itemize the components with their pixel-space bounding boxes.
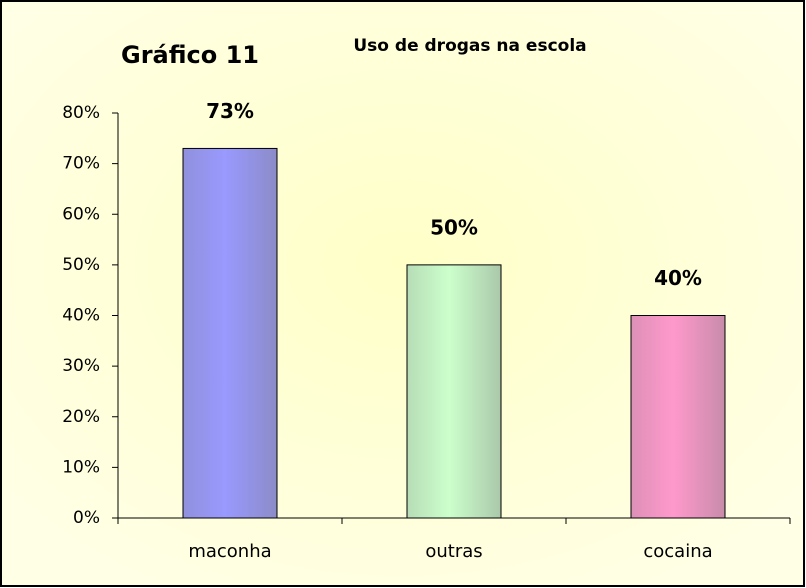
y-tick-label: 80% [62,103,100,123]
bar [406,264,502,519]
y-tick-label: 50% [62,255,100,275]
y-tick-label: 40% [62,306,100,326]
y-tick-label: 70% [62,154,100,174]
y-tick-label: 20% [62,407,100,427]
y-tick-label: 10% [62,457,100,477]
bar [182,147,278,519]
x-tick-label: maconha [188,541,271,562]
y-tick-label: 0% [73,508,100,528]
data-label: 40% [654,266,702,290]
bar [630,315,726,519]
x-tick-label: outras [425,541,482,562]
y-tick-label: 60% [62,204,100,224]
chart-title: Gráfico 11 [121,41,259,69]
data-label: 50% [430,215,478,239]
y-tick-label: 30% [62,356,100,376]
chart-subtitle: Uso de drogas na escola [353,36,586,56]
x-tick-label: cocaina [643,541,712,562]
data-label: 73% [206,99,254,123]
